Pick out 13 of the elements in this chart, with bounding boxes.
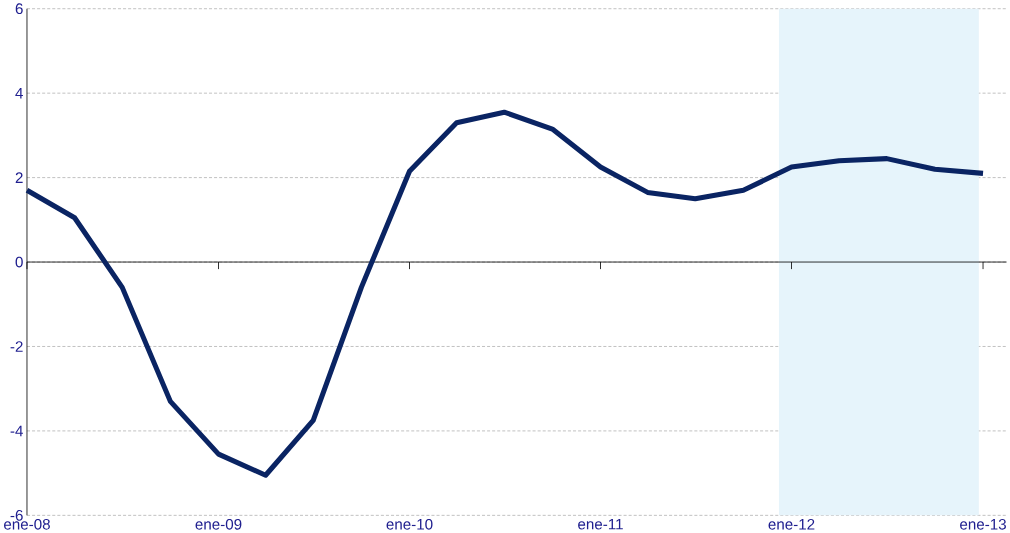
x-tick-label: ene-09 (195, 518, 242, 530)
y-tick-label: -4 (10, 425, 23, 437)
x-tick-label: ene-11 (578, 518, 623, 530)
y-tick-label: 6 (15, 3, 23, 15)
x-tick-label: ene-12 (768, 518, 815, 530)
y-tick-label: 4 (15, 87, 23, 99)
y-tick-label: 0 (15, 256, 23, 268)
y-tick-label: -2 (10, 341, 23, 352)
y-tick-label: 2 (15, 172, 23, 183)
x-tick-label: ene-13 (960, 518, 1006, 530)
x-tick-label: ene-08 (4, 518, 50, 530)
y-tick-label: -6 (10, 509, 23, 521)
x-tick-label: ene-10 (386, 518, 433, 530)
